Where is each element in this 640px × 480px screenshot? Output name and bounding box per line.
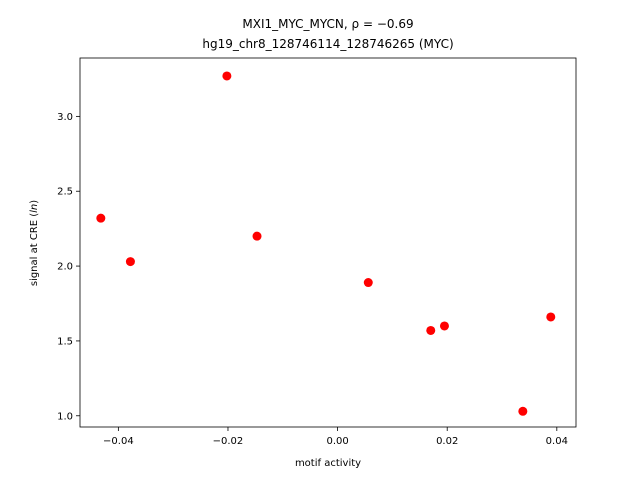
plot-area: −0.04 −0.02 0.00 0.02 0.04 1.0 1.5 2.0 2.5 3.0 bbox=[57, 57, 577, 447]
x-tick-label: −0.04 bbox=[103, 436, 134, 447]
y-tick-label: 2.0 bbox=[57, 262, 73, 273]
y-axis-label-prefix: signal at CRE ( bbox=[29, 213, 40, 286]
x-tick-label: 0.00 bbox=[326, 436, 348, 447]
data-point-4 bbox=[252, 231, 262, 241]
y-tick-label: 1.0 bbox=[57, 411, 73, 422]
x-tick-label: 0.04 bbox=[546, 436, 568, 447]
y-axis-label-suffix: ) bbox=[29, 200, 40, 204]
x-tick-label: −0.02 bbox=[213, 436, 244, 447]
plot-frame bbox=[79, 57, 577, 428]
y-tick-label: 2.5 bbox=[57, 187, 73, 198]
y-tick-label: 1.5 bbox=[57, 336, 73, 347]
data-point-7 bbox=[439, 321, 449, 331]
data-point-6 bbox=[426, 325, 436, 335]
data-point-9 bbox=[546, 312, 556, 322]
data-point-3 bbox=[222, 71, 232, 81]
data-point-2 bbox=[125, 257, 135, 267]
x-tick-label: 0.02 bbox=[436, 436, 458, 447]
data-point-1 bbox=[96, 213, 106, 223]
y-axis-label: signal at CRE (ln) bbox=[29, 200, 40, 286]
y-tick-label: 3.0 bbox=[57, 112, 73, 123]
chart-title-line1: MXI1_MYC_MYCN, ρ = −0.69 bbox=[242, 17, 413, 31]
chart-title-line2: hg19_chr8_128746114_128746265 (MYC) bbox=[202, 37, 453, 51]
y-axis-label-ln: ln bbox=[29, 204, 40, 213]
data-point-8 bbox=[518, 406, 528, 416]
x-axis-label: motif activity bbox=[295, 458, 361, 469]
data-point-5 bbox=[363, 278, 373, 288]
